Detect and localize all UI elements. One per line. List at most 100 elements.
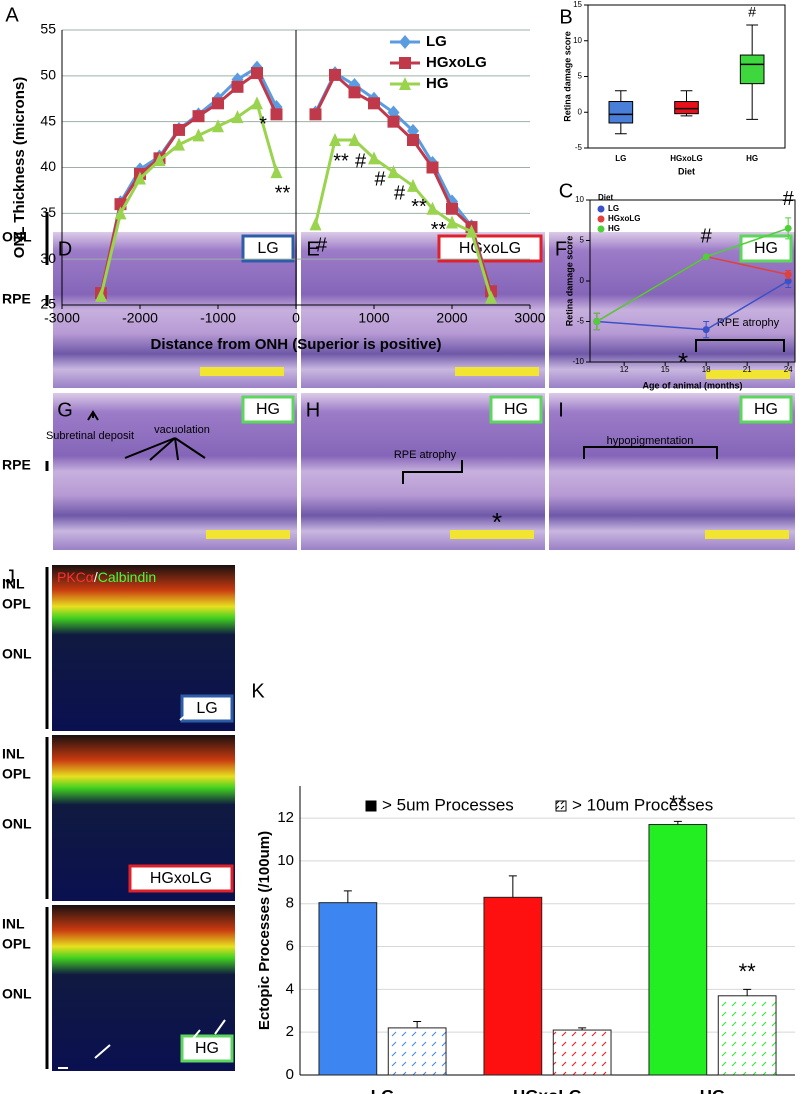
image-annotation: RPE atrophy	[394, 449, 457, 461]
marker	[446, 215, 458, 229]
annotation: **	[275, 182, 291, 204]
legend-label: HG	[608, 224, 620, 233]
panel-letter: C	[559, 180, 573, 202]
marker	[702, 253, 710, 261]
annotation: #	[748, 4, 756, 20]
panel-letter: I	[558, 399, 564, 421]
marker	[153, 153, 166, 167]
y-tick-label: 50	[40, 67, 56, 83]
scale-bar	[206, 530, 290, 539]
tag-box	[128, 864, 234, 893]
x-tick-label: 0	[292, 310, 300, 326]
tag-box	[180, 694, 234, 723]
panel-letter: H	[306, 399, 320, 421]
x-tick-label: 3000	[514, 310, 545, 326]
bracket	[402, 460, 463, 484]
legend-title: Diet	[598, 193, 613, 202]
y-tick-label: -5	[577, 317, 585, 326]
bracket	[583, 446, 718, 459]
side-label: RPE	[2, 291, 31, 307]
bracket	[695, 339, 785, 352]
layer-label: INL	[2, 916, 25, 932]
marker	[426, 201, 439, 215]
y-tick-label: 8	[286, 895, 294, 912]
marker	[407, 178, 419, 192]
tag-label: HG	[256, 401, 280, 418]
y-tick-label: 5	[578, 72, 583, 81]
arrow	[214, 1019, 226, 1035]
marker	[309, 217, 322, 231]
y-tick-label: 10	[277, 852, 294, 869]
marker	[784, 224, 792, 232]
annotation: #	[701, 225, 713, 247]
marker	[387, 115, 400, 128]
scale-bar	[200, 367, 284, 376]
x-tick-label: HG	[700, 1086, 726, 1094]
layer-label: OPL	[2, 596, 31, 612]
tag-box	[739, 395, 793, 424]
error-bar	[343, 890, 352, 903]
error-bar	[673, 820, 682, 825]
marker	[212, 119, 224, 133]
x-tick-label: 18	[702, 365, 711, 374]
annotation: **	[431, 219, 447, 241]
y-tick-label: 35	[40, 204, 56, 220]
layer-label: ONL	[2, 986, 32, 1002]
side-label: RPE	[2, 457, 31, 473]
marker	[465, 224, 478, 238]
marker	[212, 97, 224, 110]
image-annotation: Subretinal deposit	[46, 430, 134, 442]
marker	[407, 134, 419, 146]
scale-bar	[455, 367, 539, 376]
marker	[597, 225, 605, 233]
marker	[348, 133, 361, 146]
y-tick-label: 6	[286, 938, 294, 955]
image-annotation: hypopigmentation	[607, 435, 694, 447]
marker	[192, 110, 205, 123]
y-tick-label: 0	[580, 276, 585, 285]
tag-label: HGxoLG	[459, 240, 521, 257]
annotation: **	[411, 196, 427, 218]
marker	[231, 110, 244, 124]
bar	[717, 995, 777, 1076]
marker	[485, 290, 497, 304]
x-tick-label: -1000	[200, 310, 236, 326]
x-tick-label: -2000	[122, 310, 158, 326]
marker	[593, 318, 601, 325]
layer-label: ONL	[2, 816, 32, 832]
y-tick-label: 30	[40, 250, 56, 266]
marker	[251, 96, 263, 110]
arrows	[124, 437, 206, 461]
panel-letter: F	[555, 238, 567, 260]
scale-bar	[705, 530, 789, 539]
image-annotation: vacuolation	[154, 424, 210, 436]
x-axis-label: Diet	[678, 166, 695, 176]
stain-part: /	[94, 569, 98, 585]
bar	[387, 1027, 447, 1076]
marker	[270, 108, 283, 121]
x-tick-label: -3000	[44, 310, 80, 326]
plot-frame	[587, 4, 786, 149]
marker	[426, 161, 439, 174]
legend-label: LG	[608, 204, 619, 213]
legend-swatch	[555, 800, 567, 812]
marker	[231, 80, 244, 93]
annotation: #	[394, 182, 406, 204]
bar	[318, 902, 378, 1076]
arrow	[94, 1044, 111, 1059]
tag-label: HG	[754, 240, 778, 257]
series-line	[99, 100, 493, 299]
tag-label: HG	[195, 1040, 219, 1057]
legend-label: HG	[426, 75, 449, 92]
scale-bar	[706, 370, 790, 379]
marker	[784, 277, 792, 285]
legend-swatch	[365, 800, 377, 812]
marker	[597, 215, 605, 223]
x-tick-label: HGxoLG	[670, 154, 702, 163]
bar	[552, 1029, 612, 1076]
annotation: #	[374, 169, 386, 191]
tag-label: LG	[257, 240, 278, 257]
marker	[329, 133, 341, 146]
marker	[446, 202, 458, 215]
layer-label: ONL	[2, 646, 32, 662]
